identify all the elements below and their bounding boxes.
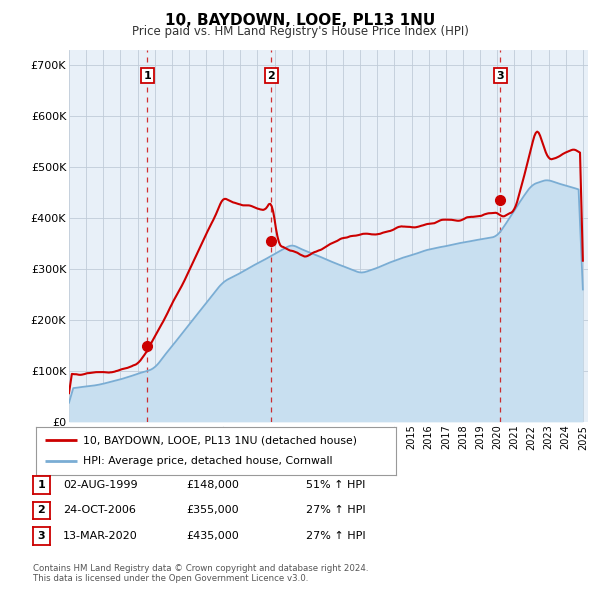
Text: 13-MAR-2020: 13-MAR-2020 [63, 531, 138, 540]
Text: 1: 1 [38, 480, 45, 490]
Text: HPI: Average price, detached house, Cornwall: HPI: Average price, detached house, Corn… [83, 457, 332, 467]
Text: This data is licensed under the Open Government Licence v3.0.: This data is licensed under the Open Gov… [33, 574, 308, 583]
Text: Contains HM Land Registry data © Crown copyright and database right 2024.: Contains HM Land Registry data © Crown c… [33, 565, 368, 573]
Text: 51% ↑ HPI: 51% ↑ HPI [306, 480, 365, 490]
Text: 10, BAYDOWN, LOOE, PL13 1NU (detached house): 10, BAYDOWN, LOOE, PL13 1NU (detached ho… [83, 435, 357, 445]
Text: Price paid vs. HM Land Registry's House Price Index (HPI): Price paid vs. HM Land Registry's House … [131, 25, 469, 38]
Text: 2: 2 [38, 506, 45, 515]
Text: 02-AUG-1999: 02-AUG-1999 [63, 480, 137, 490]
Text: 2: 2 [268, 71, 275, 81]
Text: £435,000: £435,000 [186, 531, 239, 540]
Text: £355,000: £355,000 [186, 506, 239, 515]
Text: 27% ↑ HPI: 27% ↑ HPI [306, 506, 365, 515]
Text: 10, BAYDOWN, LOOE, PL13 1NU: 10, BAYDOWN, LOOE, PL13 1NU [165, 13, 435, 28]
Text: 3: 3 [38, 531, 45, 540]
Text: 3: 3 [497, 71, 504, 81]
Text: 24-OCT-2006: 24-OCT-2006 [63, 506, 136, 515]
Text: £148,000: £148,000 [186, 480, 239, 490]
Text: 1: 1 [143, 71, 151, 81]
Text: 27% ↑ HPI: 27% ↑ HPI [306, 531, 365, 540]
